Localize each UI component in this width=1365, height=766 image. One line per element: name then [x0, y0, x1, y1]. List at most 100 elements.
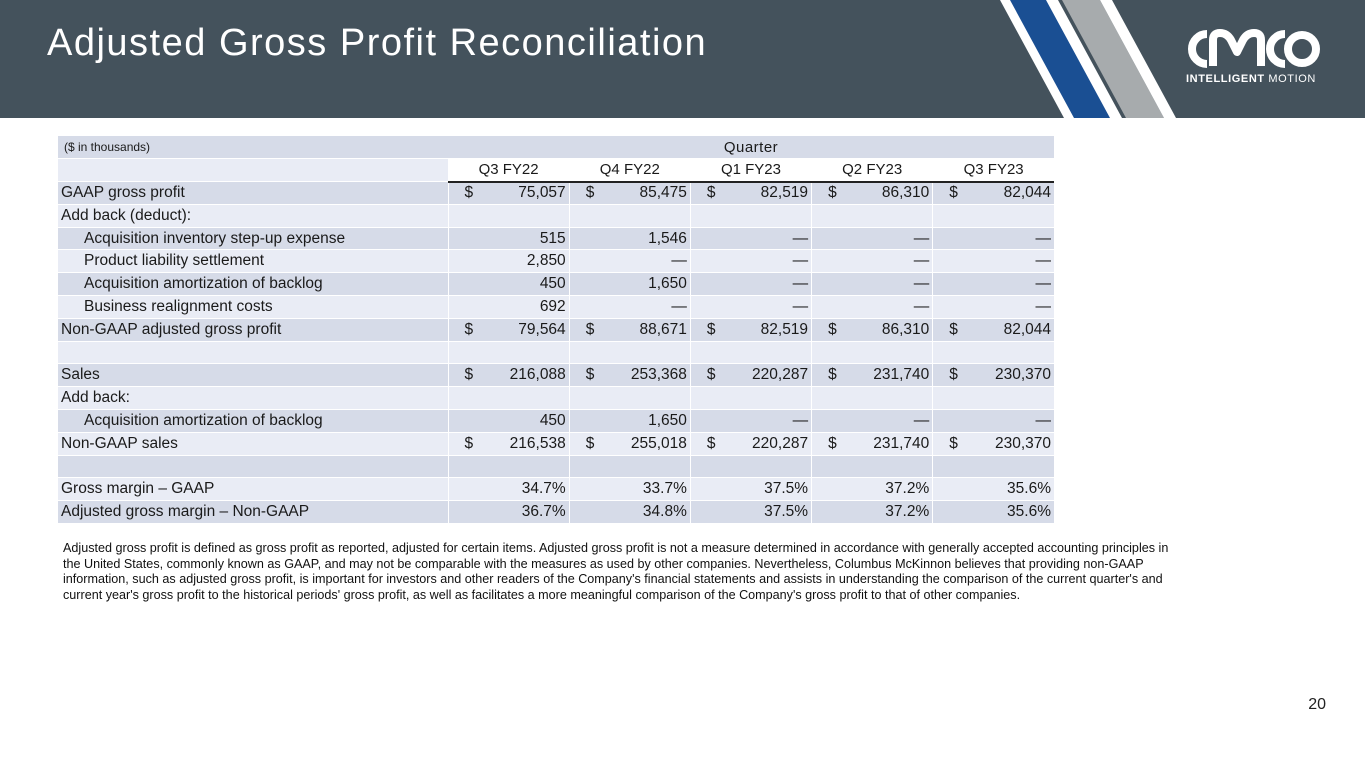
- cell-value: —: [913, 411, 930, 429]
- table-header-row: ($ in thousands) Quarter: [58, 136, 1054, 160]
- value-cell: —: [932, 272, 1054, 297]
- value-cell: —: [689, 409, 812, 433]
- value-cell: [689, 386, 812, 411]
- cell-value: 88,671: [639, 320, 687, 338]
- value-cell: [932, 204, 1054, 228]
- cmco-wordmark-icon: [1188, 29, 1320, 68]
- value-cell: 35.6%: [932, 500, 1054, 525]
- cell-value: —: [671, 297, 687, 315]
- value-cell: —: [811, 227, 933, 251]
- dollar-sign: $: [585, 184, 595, 202]
- value-cell: 33.7%: [568, 477, 691, 502]
- table-row: Business realignment costs 692 — — — —: [58, 295, 1054, 319]
- cell-value: 515: [539, 229, 566, 247]
- table-row: Gross margin – GAAP 34.7% 33.7% 37.5% 37.2% 3…: [58, 477, 1054, 502]
- value-cell: —: [811, 409, 933, 433]
- value-cell: $220,287: [689, 431, 812, 456]
- value-cell: —: [932, 227, 1054, 251]
- cell-value: —: [1035, 275, 1052, 293]
- value-cell: 37.2%: [811, 500, 933, 525]
- value-cell: —: [811, 295, 933, 319]
- cell-value: —: [1035, 297, 1052, 315]
- cell-value: —: [792, 252, 809, 270]
- cell-value: 253,368: [630, 366, 687, 384]
- slide-header: Adjusted Gross Profit Reconciliation INT…: [0, 0, 1365, 118]
- cell-value: 230,370: [994, 366, 1051, 384]
- cell-value: —: [913, 252, 930, 270]
- value-cell: $230,370: [932, 363, 1054, 388]
- value-cell: —: [811, 249, 933, 274]
- reconciliation-table: ($ in thousands) Quarter Q3 FY22 Q4 FY22…: [58, 136, 1054, 525]
- value-cell: 692: [447, 295, 570, 319]
- cell-value: —: [913, 275, 930, 293]
- cell-value: —: [792, 411, 809, 429]
- dollar-sign: $: [949, 366, 958, 384]
- cell-value: 85,475: [639, 184, 687, 202]
- value-cell: 1,650: [568, 409, 691, 433]
- table-row: Acquisition amortization of backlog 450 1,…: [58, 409, 1054, 433]
- logo-tagline: INTELLIGENT MOTION: [1186, 73, 1316, 85]
- cell-value: 220,287: [752, 366, 809, 384]
- dollar-sign: $: [706, 366, 716, 384]
- value-cell: [447, 341, 570, 365]
- table-row: Sales $216,088 $253,368 $220,287 $231,740 $23…: [58, 363, 1054, 388]
- value-cell: 450: [447, 409, 570, 433]
- cell-value: 37.2%: [885, 503, 930, 521]
- cell-value: —: [792, 297, 809, 315]
- value-cell: 37.2%: [811, 477, 933, 502]
- value-cell: 450: [447, 272, 570, 297]
- cell-value: 1,650: [648, 275, 687, 293]
- dollar-sign: $: [464, 366, 474, 384]
- value-cell: $82,044: [932, 181, 1054, 205]
- value-cell: 1,650: [568, 272, 691, 297]
- cell-value: 450: [539, 411, 566, 429]
- cell-value: —: [913, 229, 930, 247]
- cell-value: 36.7%: [521, 503, 566, 521]
- value-cell: $220,287: [689, 363, 812, 388]
- value-cell: $230,370: [932, 431, 1054, 456]
- row-label: Business realignment costs: [58, 295, 448, 319]
- value-cell: —: [689, 295, 812, 319]
- table-row: Non-GAAP sales $216,538 $255,018 $220,287 $2…: [58, 431, 1054, 456]
- value-cell: [447, 386, 570, 411]
- cell-value: 1,650: [648, 411, 687, 429]
- cell-value: 450: [539, 275, 566, 293]
- value-cell: [689, 455, 812, 479]
- value-cell: 37.5%: [689, 477, 812, 502]
- table-row: Acquisition inventory step-up expense 515…: [58, 227, 1054, 251]
- table-row: [58, 455, 1054, 479]
- value-cell: $231,740: [811, 431, 933, 456]
- company-logo: INTELLIGENT MOTION: [1185, 28, 1325, 90]
- column-header: Q3 FY23: [932, 158, 1054, 183]
- value-cell: —: [932, 295, 1054, 319]
- column-header: Q2 FY23: [811, 158, 933, 183]
- table-row: Adjusted gross margin – Non-GAAP 36.7% 34.…: [58, 500, 1054, 525]
- row-label: [58, 341, 448, 365]
- row-label: Add back (deduct):: [58, 204, 448, 228]
- value-cell: $88,671: [568, 317, 691, 342]
- dollar-sign: $: [706, 184, 716, 202]
- value-cell: [568, 455, 691, 479]
- value-cell: $85,475: [568, 181, 691, 205]
- table-row: Acquisition amortization of backlog 450 1,…: [58, 272, 1054, 297]
- cell-value: —: [1035, 229, 1052, 247]
- cell-value: 33.7%: [642, 480, 687, 498]
- row-label: Non-GAAP sales: [58, 432, 448, 456]
- dollar-sign: $: [585, 434, 595, 452]
- column-header-row: Q3 FY22 Q4 FY22 Q1 FY23 Q2 FY23 Q3 FY23: [58, 158, 1054, 183]
- value-cell: [689, 341, 812, 365]
- cell-value: —: [913, 297, 930, 315]
- value-cell: [568, 204, 691, 228]
- cell-value: —: [1035, 252, 1052, 270]
- dollar-sign: $: [828, 184, 837, 202]
- row-label: Acquisition amortization of backlog: [58, 409, 448, 433]
- cell-value: —: [671, 252, 687, 270]
- value-cell: [932, 341, 1054, 365]
- cell-value: 86,310: [881, 184, 930, 202]
- value-cell: $82,519: [689, 181, 812, 205]
- value-cell: 36.7%: [447, 500, 570, 525]
- value-cell: [811, 455, 933, 479]
- cell-value: 2,850: [526, 252, 566, 270]
- row-label: Sales: [58, 363, 448, 388]
- value-cell: $253,368: [568, 363, 691, 388]
